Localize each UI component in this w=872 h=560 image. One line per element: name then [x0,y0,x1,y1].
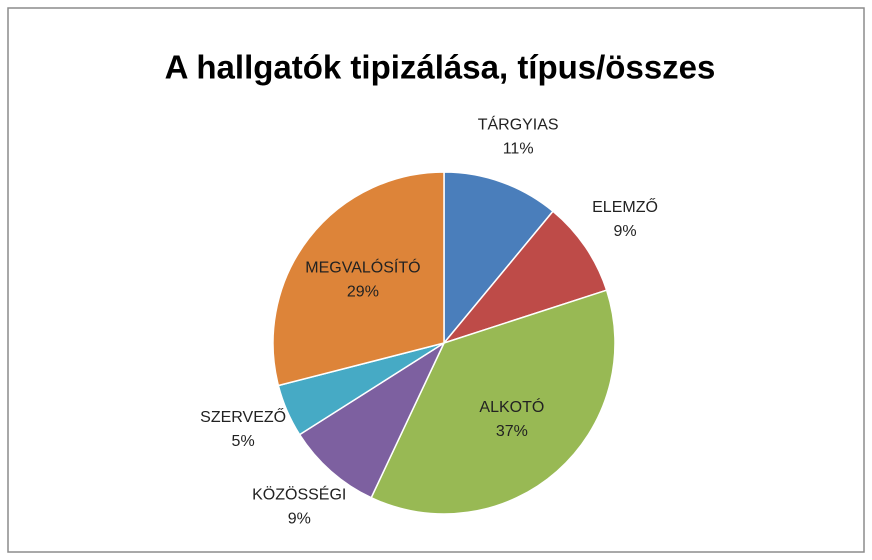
slice-value-label: 9% [613,223,636,240]
slice-value-label: 5% [232,433,255,450]
slice-label: ELEMZŐ [592,197,658,216]
slice-value-label: 29% [347,283,379,300]
pie-slice [443,171,555,346]
slice-value-label: 37% [496,423,528,440]
pie-slice [272,171,445,387]
pie-slice [298,340,446,499]
pie-slice [441,210,608,345]
chart-title: A hallgatók tipizálása, típus/összes [165,49,716,86]
slice-label: KÖZÖSSÉGI [252,484,346,503]
pie-slice [370,289,616,515]
slice-label: ALKOTÓ [479,397,544,416]
slice-label: MEGVALÓSÍTÓ [305,257,420,276]
slice-value-label: 9% [288,510,311,527]
slice-label: SZERVEZŐ [200,407,286,426]
slice-label: TÁRGYIAS [478,114,559,133]
slice-value-label: 11% [503,140,534,157]
